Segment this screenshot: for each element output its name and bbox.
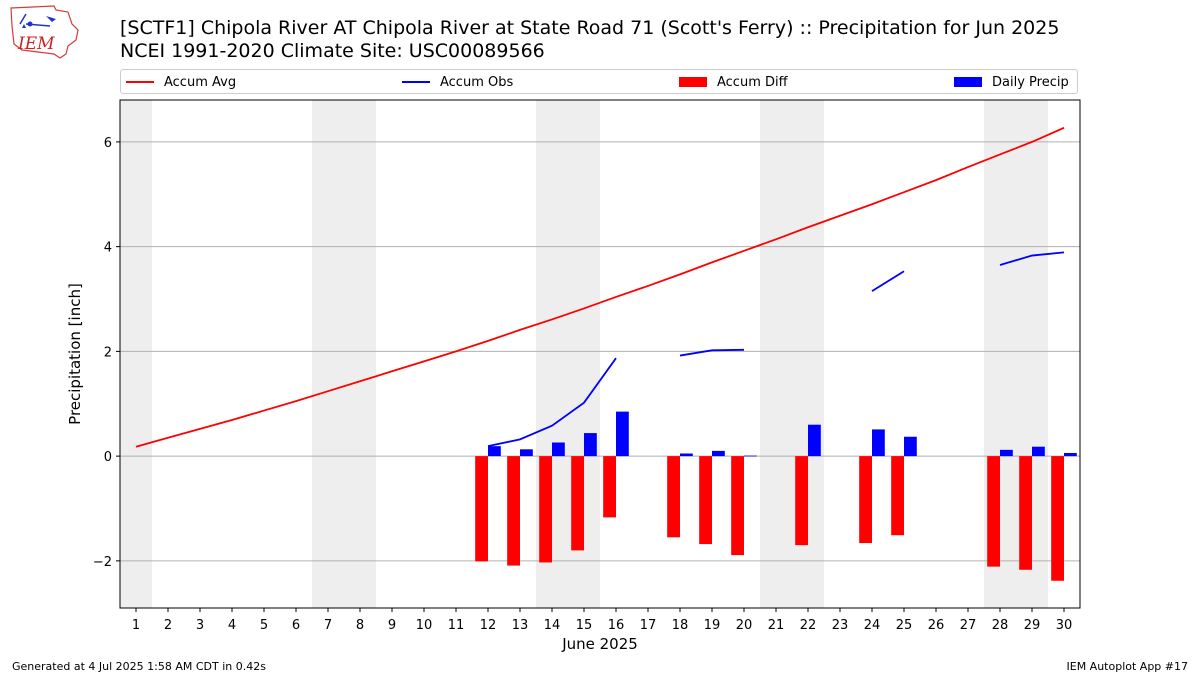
- x-tick-label: 1: [132, 618, 140, 633]
- x-tick-label: 16: [608, 618, 625, 633]
- accum-obs-line-segment-3: [872, 271, 904, 291]
- precipitation-chart: 1 2 3 4 5 6 7 8 9 10 11 12 13 14 15 16 17 18 19 20 21 22 23 24 2…: [0, 0, 1200, 675]
- x-axis-label: June 2025: [561, 635, 638, 653]
- daily-precip-bar-day-12: [488, 446, 501, 456]
- x-tick-label: 24: [864, 618, 881, 633]
- accum-diff-bar-day-29: [1019, 456, 1032, 570]
- x-tick-label: 27: [960, 618, 977, 633]
- y-tick-label: 4: [104, 241, 112, 256]
- x-tick-label: 11: [448, 618, 465, 633]
- y-tick-label: −2: [93, 555, 112, 570]
- x-tick-label: 29: [1024, 618, 1041, 633]
- x-tick-label: 5: [260, 618, 268, 633]
- x-tick-label: 6: [292, 618, 300, 633]
- x-tick-label: 20: [736, 618, 753, 633]
- x-tick-label: 19: [704, 618, 721, 633]
- accum-diff-bar-day-14: [539, 456, 552, 562]
- daily-precip-bar-day-16: [616, 412, 629, 457]
- x-axis-ticks: 1 2 3 4 5 6 7 8 9 10 11 12 13 14 15 16 17 18 19 20 21 22 23 24 2…: [132, 608, 1072, 633]
- accum-diff-bar-day-24: [859, 456, 872, 543]
- daily-precip-bar-day-25: [904, 437, 917, 456]
- x-tick-label: 4: [228, 618, 236, 633]
- x-tick-label: 21: [768, 618, 785, 633]
- weekend-band-1: [120, 100, 152, 608]
- accum-obs-line-segment-2: [680, 350, 744, 356]
- x-tick-label: 26: [928, 618, 945, 633]
- x-tick-label: 30: [1056, 618, 1073, 633]
- x-tick-label: 8: [356, 618, 364, 633]
- x-tick-label: 13: [512, 618, 529, 633]
- accum-diff-bar-day-19: [699, 456, 712, 544]
- accum-diff-bar-day-25: [891, 456, 904, 535]
- weekend-band-2: [312, 100, 376, 608]
- x-tick-label: 18: [672, 618, 689, 633]
- daily-precip-bar-day-30: [1064, 453, 1077, 456]
- y-tick-label: 2: [104, 345, 112, 360]
- x-tick-label: 28: [992, 618, 1009, 633]
- accum-diff-bar-day-13: [507, 456, 520, 565]
- x-tick-label: 22: [800, 618, 817, 633]
- daily-precip-bar-day-24: [872, 429, 885, 456]
- daily-precip-bar-day-13: [520, 449, 533, 456]
- daily-precip-bar-day-15: [584, 433, 597, 456]
- weekend-band-4: [760, 100, 824, 608]
- accum-diff-bar-day-28: [987, 456, 1000, 567]
- daily-precip-bar-day-22: [808, 425, 821, 456]
- daily-precip-bar-day-14: [552, 443, 565, 457]
- accum-diff-bar-day-20: [731, 456, 744, 555]
- y-tick-label: 0: [104, 450, 112, 465]
- x-tick-label: 23: [832, 618, 849, 633]
- accum-diff-bar-day-22: [795, 456, 808, 545]
- daily-precip-bar-day-19: [712, 451, 725, 456]
- x-tick-label: 10: [416, 618, 433, 633]
- generated-timestamp: Generated at 4 Jul 2025 1:58 AM CDT in 0…: [12, 660, 266, 673]
- accum-diff-bar-day-15: [571, 456, 584, 550]
- y-tick-label: 6: [104, 136, 112, 151]
- x-tick-label: 12: [480, 618, 497, 633]
- x-tick-label: 17: [640, 618, 657, 633]
- x-tick-label: 3: [196, 618, 204, 633]
- x-tick-label: 25: [896, 618, 913, 633]
- daily-precip-bar-day-28: [1000, 450, 1013, 456]
- x-tick-label: 2: [164, 618, 172, 633]
- accum-diff-bar-day-16: [603, 456, 616, 517]
- x-tick-label: 15: [576, 618, 593, 633]
- x-tick-label: 14: [544, 618, 561, 633]
- daily-precip-bar-day-20: [744, 456, 757, 457]
- y-axis-ticks: −2 0 2 4 6: [93, 136, 120, 570]
- daily-precip-bar-day-18: [680, 454, 693, 457]
- daily-precip-bar-day-29: [1032, 447, 1045, 456]
- x-tick-label: 7: [324, 618, 332, 633]
- app-credit: IEM Autoplot App #17: [1067, 660, 1189, 673]
- accum-diff-bar-day-12: [475, 456, 488, 561]
- accum-diff-bar-day-30: [1051, 456, 1064, 581]
- accum-diff-bar-day-18: [667, 456, 680, 537]
- x-tick-label: 9: [388, 618, 396, 633]
- y-axis-label: Precipitation [inch]: [66, 283, 84, 425]
